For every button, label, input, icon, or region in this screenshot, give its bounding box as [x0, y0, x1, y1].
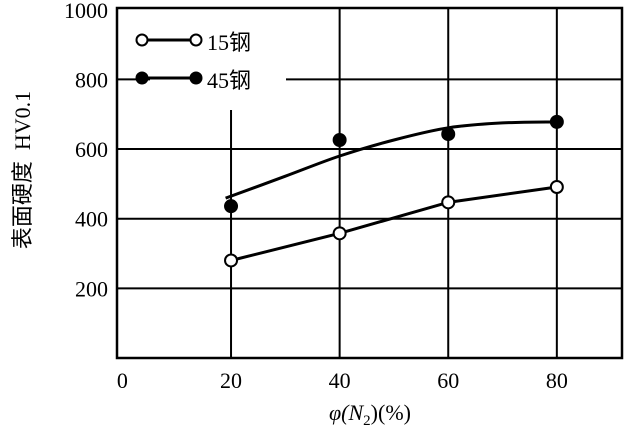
y-axis-label: 表面硬度 HV0.1 — [10, 91, 35, 249]
data-point — [441, 195, 456, 210]
legend-label: 15钢 — [207, 30, 251, 55]
y-tick-label: 800 — [75, 67, 108, 92]
x-axis-label-prefix: φ(N — [329, 400, 364, 425]
data-point — [549, 114, 564, 129]
data-point — [332, 132, 347, 147]
y-tick-label: 200 — [75, 276, 108, 301]
x-axis-label: φ(N2)(%) — [329, 400, 411, 429]
y-tick-label: 1000 — [64, 0, 108, 23]
x-axis-label-suffix: )(%) — [371, 400, 411, 425]
legend: 15钢 45钢 — [135, 30, 251, 93]
x-tick-label: 0 — [117, 368, 128, 393]
data-point — [549, 180, 564, 195]
y-tick-label: 400 — [75, 207, 108, 232]
series-line-45-steel — [225, 120, 557, 200]
legend-label: 45钢 — [207, 68, 251, 93]
plot-frame — [115, 6, 624, 360]
legend-marker — [135, 71, 149, 85]
legend-marker — [135, 33, 149, 47]
grid — [117, 8, 622, 358]
data-point — [441, 127, 456, 142]
data-point — [224, 199, 239, 214]
legend-marker — [189, 33, 203, 47]
x-tick-label: 80 — [546, 368, 568, 393]
x-axis-label-sub: 2 — [363, 413, 371, 429]
tick-labels: 200 400 600 800 1000 0 20 40 60 80 — [64, 0, 568, 393]
data-point — [224, 253, 239, 268]
y-tick-label: 600 — [75, 137, 108, 162]
x-tick-label: 60 — [437, 368, 459, 393]
data-point — [332, 226, 347, 241]
x-tick-label: 40 — [329, 368, 351, 393]
x-tick-label: 20 — [220, 368, 242, 393]
legend-marker — [189, 71, 203, 85]
series-line-15-steel — [230, 185, 558, 262]
series — [224, 114, 564, 268]
